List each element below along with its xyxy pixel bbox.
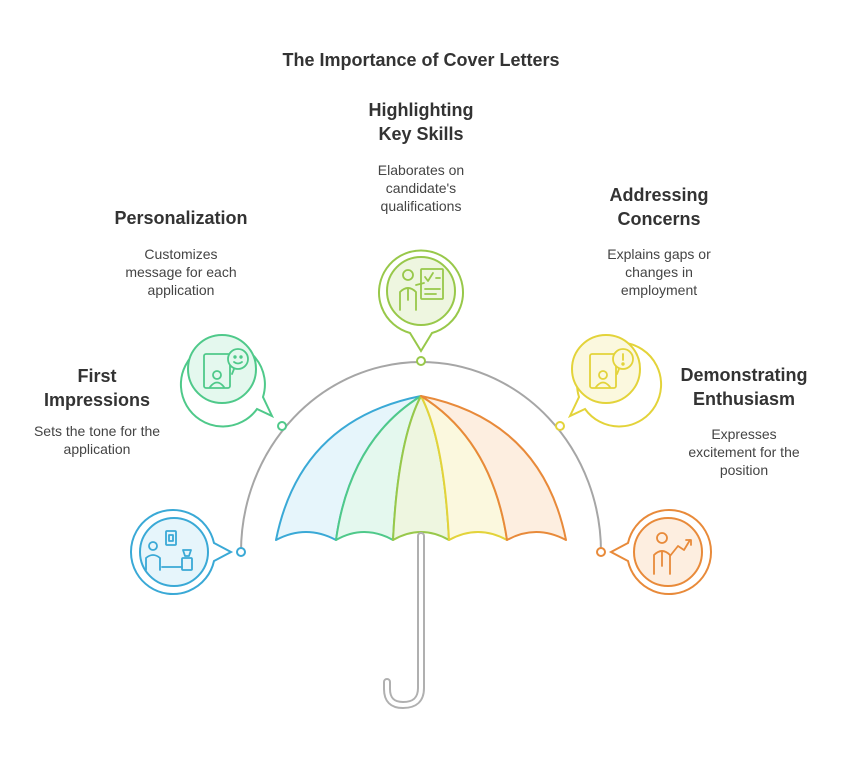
first-impressions-desc: Sets the tone for the application xyxy=(33,423,161,457)
enthusiasm-desc: Expresses excitement for the position xyxy=(688,426,800,478)
addressing-concerns-desc: Explains gaps or changes in employment xyxy=(607,246,711,298)
addressing-concerns-title: Addressing Concerns xyxy=(609,185,709,229)
umbrella-canopy xyxy=(275,395,567,541)
personalization-title: Personalization xyxy=(114,208,248,228)
arc-dot-first xyxy=(236,547,246,557)
presenter-icon xyxy=(399,268,444,311)
bubble-concerns xyxy=(567,334,663,428)
smiley-document-icon xyxy=(203,348,249,389)
arc-dot-skills xyxy=(416,356,426,366)
key-skills-title: Highlighting Key Skills xyxy=(368,100,474,144)
first-impressions-title: First Impressions xyxy=(43,366,151,410)
bubble-skills xyxy=(378,249,464,353)
arc-dot-personalization xyxy=(277,421,287,431)
umbrella-handle xyxy=(383,532,425,710)
key-skills-desc: Elaborates on candidate's qualifications xyxy=(377,162,465,214)
bubble-enthusiasm xyxy=(608,509,713,595)
personalization-desc: Customizes message for each application xyxy=(125,246,237,298)
canopy-segment-orange xyxy=(420,395,567,541)
bubble-personalization xyxy=(179,334,275,428)
enthusiastic-person-icon xyxy=(653,532,692,575)
alert-document-icon xyxy=(589,348,634,389)
page-title: The Importance of Cover Letters xyxy=(282,50,560,70)
enthusiasm-title: Demonstrating Enthusiasm xyxy=(680,365,808,409)
arc-dot-concerns xyxy=(555,421,565,431)
arc-dot-enthusiasm xyxy=(596,547,606,557)
interview-icon xyxy=(145,530,193,571)
bubble-first xyxy=(129,509,234,595)
